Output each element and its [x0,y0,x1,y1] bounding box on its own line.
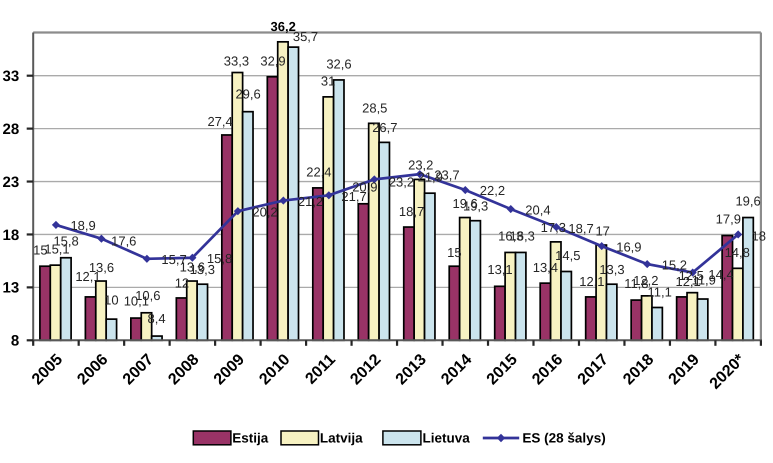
svg-text:12,1: 12,1 [675,274,700,289]
svg-text:15,8: 15,8 [207,251,232,266]
svg-text:13,6: 13,6 [89,260,114,275]
svg-text:12: 12 [175,275,189,290]
svg-text:17,6: 17,6 [111,233,136,248]
svg-text:21,7: 21,7 [341,189,366,204]
svg-text:36,2: 36,2 [271,19,296,34]
svg-text:20,2: 20,2 [252,204,277,219]
svg-text:8,4: 8,4 [148,311,166,326]
svg-text:11,1: 11,1 [647,284,671,299]
svg-text:19,3: 19,3 [463,199,488,214]
svg-text:23,2: 23,2 [389,175,414,190]
svg-text:23,7: 23,7 [434,167,459,182]
svg-text:17,9: 17,9 [716,212,741,227]
svg-text:14,5: 14,5 [555,248,580,263]
svg-text:13,6: 13,6 [180,259,205,274]
svg-text:26,7: 26,7 [372,120,397,135]
svg-text:14,8: 14,8 [725,245,750,260]
svg-text:33,3: 33,3 [224,53,249,68]
svg-text:Lietuva: Lietuva [423,431,471,446]
svg-text:15,1: 15,1 [44,242,69,257]
svg-text:31: 31 [321,74,335,89]
svg-text:35,7: 35,7 [293,29,318,44]
svg-text:32,6: 32,6 [326,57,351,72]
svg-text:13,3: 13,3 [599,262,624,277]
svg-text:18: 18 [3,227,20,244]
svg-text:Latvija: Latvija [320,431,363,446]
svg-text:15,7: 15,7 [161,252,186,267]
svg-text:15,2: 15,2 [662,257,687,272]
svg-text:33: 33 [3,68,20,85]
svg-text:16,3: 16,3 [498,228,523,243]
svg-text:18,7: 18,7 [399,204,424,219]
svg-text:22,4: 22,4 [306,165,331,180]
svg-text:29,6: 29,6 [235,87,260,102]
svg-text:27,4: 27,4 [207,114,232,129]
svg-text:21,9: 21,9 [418,169,443,184]
svg-text:22,2: 22,2 [480,183,505,198]
svg-text:18,7: 18,7 [568,221,593,236]
svg-text:13,1: 13,1 [487,262,512,277]
svg-text:17: 17 [595,224,609,239]
svg-text:13,4: 13,4 [533,260,558,275]
svg-text:15: 15 [447,245,461,260]
svg-text:32,9: 32,9 [260,53,285,68]
svg-text:14,4: 14,4 [708,267,733,282]
svg-text:18: 18 [752,229,766,244]
svg-text:16,3: 16,3 [510,228,535,243]
svg-text:ES (28 šalys): ES (28 šalys) [522,431,605,446]
svg-text:13,3: 13,3 [190,262,215,277]
svg-text:Estija: Estija [232,431,269,446]
svg-text:16,9: 16,9 [616,239,641,254]
svg-text:11,9: 11,9 [692,273,716,288]
svg-text:10,1: 10,1 [124,293,149,308]
svg-text:28,5: 28,5 [362,101,387,116]
svg-text:12,2: 12,2 [633,273,658,288]
svg-text:20,4: 20,4 [525,202,550,217]
svg-text:23: 23 [3,174,20,191]
svg-text:19,6: 19,6 [735,194,760,209]
svg-text:23,2: 23,2 [408,157,433,172]
svg-text:12,5: 12,5 [679,268,704,283]
svg-text:21,2: 21,2 [298,194,323,209]
svg-text:20,9: 20,9 [352,179,377,194]
svg-text:15: 15 [33,243,47,258]
svg-text:10: 10 [104,293,118,308]
svg-text:8: 8 [11,333,19,350]
svg-text:12,1: 12,1 [75,269,100,284]
svg-text:18,9: 18,9 [70,218,95,233]
svg-text:13: 13 [3,280,20,297]
svg-text:12,1: 12,1 [579,274,604,289]
svg-text:15,8: 15,8 [53,234,78,249]
svg-text:10,6: 10,6 [135,288,160,303]
svg-text:28: 28 [3,121,20,138]
svg-text:11,8: 11,8 [624,276,648,291]
svg-text:17,3: 17,3 [541,220,566,235]
svg-text:19,6: 19,6 [452,196,477,211]
